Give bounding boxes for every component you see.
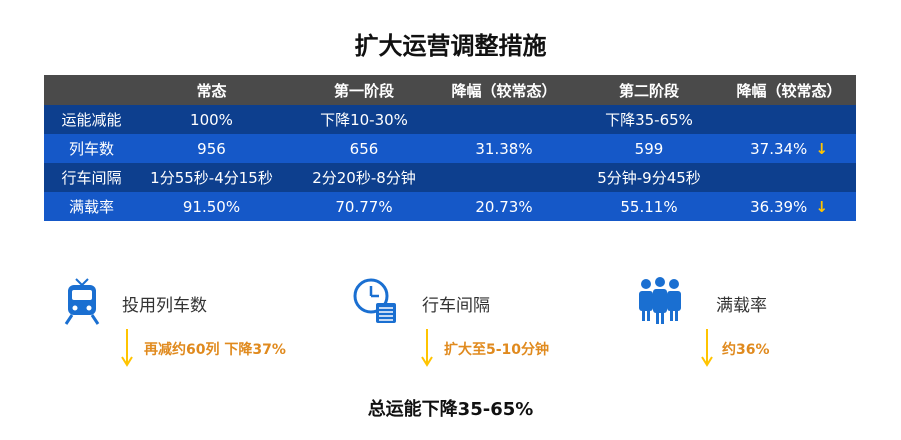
people-icon <box>639 277 681 324</box>
feature-label: 满载率 <box>716 296 767 316</box>
arrow-down-icon: ↓ <box>815 139 828 158</box>
cell-stage1: 下降10-30% <box>320 111 408 129</box>
cell-drop1: 31.38% <box>475 139 533 158</box>
clock-schedule-icon <box>353 278 396 323</box>
cell-stage1: 656 <box>349 139 379 158</box>
table-header-row: 常态 第一阶段 降幅（较常态） 第二阶段 降幅（较常态） <box>44 75 856 105</box>
cell-normal: 956 <box>197 139 226 158</box>
header-cell-drop2: 降幅（较常态） <box>736 81 842 100</box>
table-row: 运能减能 100% 下降10-30% 下降35-65% <box>44 105 856 134</box>
feature-label: 行车间隔 <box>422 296 490 316</box>
arrow-down-icon: ↓ <box>815 197 828 216</box>
header-cell <box>44 75 139 105</box>
feature-note: 约36% <box>722 342 770 358</box>
cell-drop1: 20.73% <box>475 197 533 216</box>
cell-drop1 <box>444 163 564 192</box>
cell-stage1: 2分20秒-8分钟 <box>312 169 416 187</box>
cell-stage1: 70.77% <box>335 197 393 216</box>
feature-load-factor: 满载率 约36% <box>636 277 836 387</box>
cell-drop2: 37.34% <box>750 139 808 158</box>
cell-drop2 <box>734 163 844 192</box>
row-label: 行车间隔 <box>61 169 122 187</box>
header-cell-stage2: 第二阶段 <box>618 81 679 100</box>
row-label: 满载率 <box>68 198 114 216</box>
page-title: 扩大运营调整措施 <box>354 32 547 60</box>
cell-stage2: 599 <box>634 139 664 158</box>
feature-label: 投用列车数 <box>122 296 207 316</box>
cell-normal: 91.50% <box>182 197 241 216</box>
table-row: 满载率 91.50% 70.77% 20.73% 55.11% 36.39% ↓ <box>44 192 856 221</box>
cell-stage2: 下降35-65% <box>605 111 693 129</box>
feature-note: 再减约60列 下降37% <box>144 342 286 358</box>
header-cell-drop1: 降幅（较常态） <box>451 81 557 100</box>
row-label: 运能减能 <box>61 111 122 129</box>
arrow-down-icon <box>121 329 133 367</box>
arrow-down-icon <box>701 329 713 367</box>
cell-drop1 <box>444 105 564 134</box>
header-cell-normal: 常态 <box>196 81 227 100</box>
summary-text: 总运能下降35-65% <box>367 399 534 420</box>
measures-table: 常态 第一阶段 降幅（较常态） 第二阶段 降幅（较常态） 运能减能 100% 下… <box>44 75 856 221</box>
cell-drop2 <box>734 105 844 134</box>
cell-normal: 1分55秒-4分15秒 <box>150 169 273 187</box>
cell-normal: 100% <box>190 110 233 129</box>
row-label: 列车数 <box>68 140 114 158</box>
feature-headway: 行车间隔 扩大至5-10分钟 <box>352 277 592 387</box>
cell-drop2-wrap: 36.39% ↓ <box>734 192 844 221</box>
cell-stage2: 5分钟-9分45秒 <box>597 169 701 187</box>
cell-drop2: 36.39% <box>750 197 808 216</box>
table-row: 列车数 956 656 31.38% 599 37.34% ↓ <box>44 134 856 163</box>
header-cell-stage1: 第一阶段 <box>333 81 394 100</box>
feature-train-count: 投用列车数 再减约60列 下降37% <box>62 277 322 387</box>
feature-note: 扩大至5-10分钟 <box>444 342 550 358</box>
cell-drop2-wrap: 37.34% ↓ <box>734 134 844 163</box>
arrow-down-icon <box>421 329 433 367</box>
cell-stage2: 55.11% <box>620 197 678 216</box>
train-icon <box>64 278 100 325</box>
table-row: 行车间隔 1分55秒-4分15秒 2分20秒-8分钟 5分钟-9分45秒 <box>44 163 856 192</box>
